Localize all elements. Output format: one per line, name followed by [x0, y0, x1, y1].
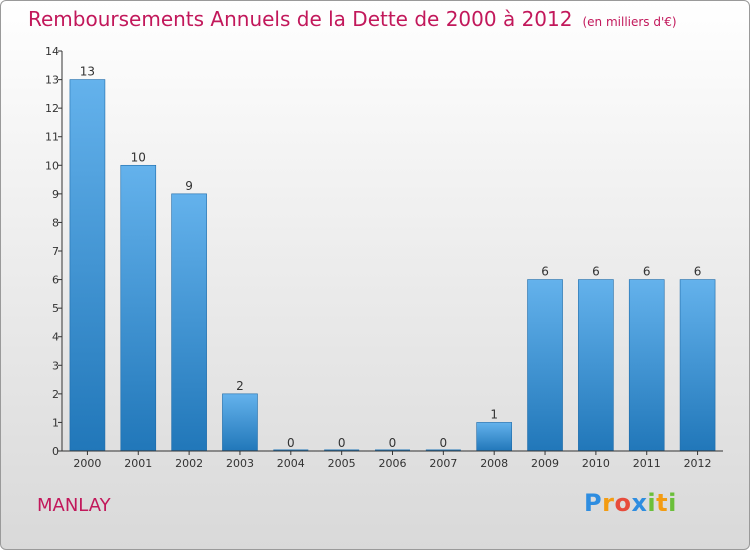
x-tick-label: 2012 [684, 457, 712, 470]
bar [628, 279, 665, 452]
bar-value-label: 6 [541, 265, 549, 279]
x-tick-label: 2003 [226, 457, 254, 470]
bar [425, 449, 461, 451]
logo-letter: r [602, 489, 615, 517]
logo-letter: P [584, 489, 603, 517]
x-tick-label: 2007 [429, 457, 457, 470]
bar-value-label: 0 [440, 436, 448, 450]
x-axis: 2000 2001 2002 2003 2004 2005 2006 2007 2008 2009… [62, 450, 723, 470]
bar-value-label: 6 [643, 265, 651, 279]
bar-value-label: 9 [185, 179, 193, 193]
chart-title: Remboursements Annuels de la Dette de 20… [28, 7, 677, 31]
x-tick-label: 2006 [379, 457, 407, 470]
x-tick-label: 2010 [582, 457, 610, 470]
y-tick-label: 11 [45, 131, 59, 144]
logo-letter: x [631, 489, 648, 517]
bar [476, 422, 512, 452]
x-tick-label: 2001 [124, 457, 152, 470]
y-tick-label: 0 [52, 445, 59, 458]
x-tick-label: 2011 [633, 457, 661, 470]
y-tick-label: 2 [52, 388, 59, 401]
title-main: Remboursements Annuels de la Dette de 20… [28, 7, 573, 31]
logo-letter: o [614, 489, 632, 517]
x-tick-label: 2004 [277, 457, 305, 470]
bar [324, 449, 360, 451]
bar [527, 279, 563, 452]
y-tick-label: 8 [52, 216, 59, 229]
x-tick-label: 2002 [175, 457, 203, 470]
y-tick-label: 7 [52, 245, 59, 258]
bar-value-label: 0 [338, 436, 346, 450]
y-tick-label: 9 [52, 188, 59, 201]
y-tick-label: 4 [52, 331, 59, 344]
y-tick-label: 14 [45, 45, 59, 58]
bar [120, 164, 157, 452]
bar-value-label: 6 [592, 265, 600, 279]
bar-value-label: 0 [287, 436, 295, 450]
bar [578, 279, 614, 452]
bar [171, 193, 207, 452]
bars: 13 10 9 2 0 0 0 0 1 6 6 6 6 [69, 65, 716, 452]
bar-value-label: 13 [80, 65, 95, 79]
y-tick-label: 13 [45, 74, 59, 87]
x-tick-label: 2005 [328, 457, 356, 470]
logo-letter: i [647, 489, 657, 517]
proxiti-logo: Proxiti [584, 489, 677, 517]
y-tick-label: 3 [52, 359, 59, 372]
x-tick-label: 2009 [531, 457, 559, 470]
bar-value-label: 10 [131, 150, 146, 164]
y-tick-label: 10 [45, 159, 59, 172]
x-tick-label: 2008 [480, 457, 508, 470]
bar-value-label: 0 [389, 436, 397, 450]
bar [273, 449, 309, 451]
logo-letter: t [656, 489, 669, 517]
bar-value-label: 2 [236, 379, 244, 393]
bar [222, 393, 258, 452]
title-unit: (en milliers d'€) [582, 15, 677, 29]
y-tick-label: 5 [52, 302, 59, 315]
bar-value-label: 1 [490, 407, 498, 421]
x-tick-label: 2000 [73, 457, 101, 470]
logo-letter: i [668, 489, 677, 517]
y-tick-label: 1 [52, 416, 59, 429]
commune-name: MANLAY [37, 495, 111, 516]
y-tick-label: 12 [45, 102, 59, 115]
bar [679, 279, 716, 452]
y-tick-label: 6 [52, 274, 59, 287]
bar [375, 449, 410, 451]
bar [69, 79, 106, 452]
bar-value-label: 6 [694, 265, 702, 279]
